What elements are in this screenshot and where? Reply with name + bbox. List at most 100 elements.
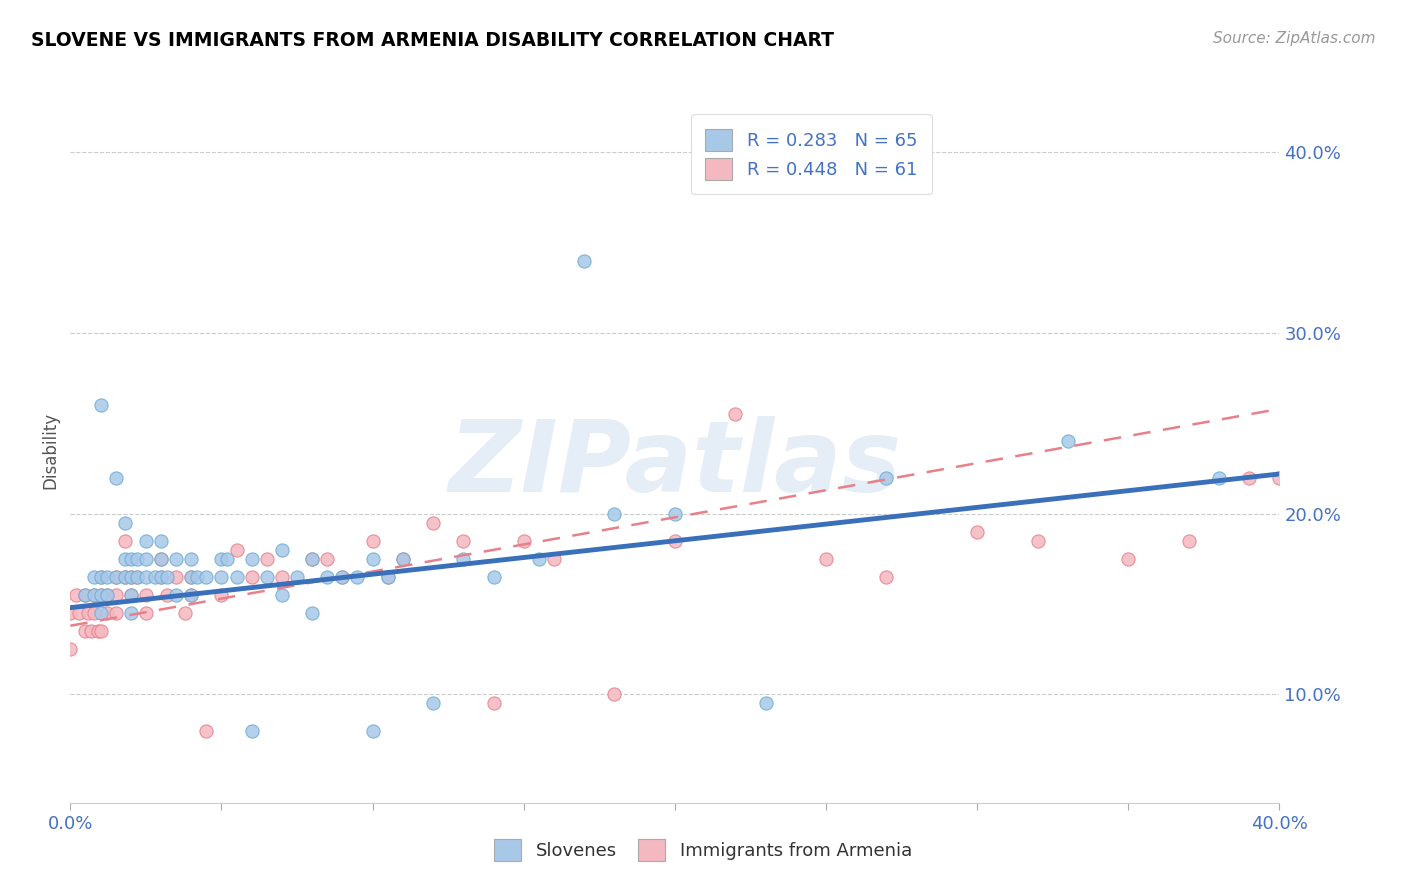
Point bbox=[513, 533, 536, 548]
Legend: Slovenes, Immigrants from Armenia: Slovenes, Immigrants from Armenia bbox=[485, 830, 921, 870]
Point bbox=[65, 588, 87, 602]
Point bbox=[90, 624, 111, 639]
Point bbox=[150, 533, 172, 548]
Point bbox=[135, 588, 157, 602]
Point bbox=[332, 570, 354, 584]
Point bbox=[143, 570, 166, 584]
Point bbox=[165, 570, 187, 584]
Point bbox=[125, 570, 148, 584]
Point bbox=[120, 552, 142, 566]
Point bbox=[240, 723, 263, 738]
Point bbox=[195, 723, 218, 738]
Point bbox=[815, 552, 838, 566]
Point bbox=[120, 588, 142, 602]
Point bbox=[225, 542, 247, 557]
Point bbox=[165, 552, 187, 566]
Point bbox=[332, 570, 354, 584]
Point bbox=[527, 552, 550, 566]
Point bbox=[301, 552, 323, 566]
Y-axis label: Disability: Disability bbox=[41, 412, 59, 489]
Point bbox=[150, 570, 172, 584]
Point bbox=[1239, 470, 1261, 484]
Point bbox=[59, 606, 82, 620]
Point bbox=[120, 588, 142, 602]
Point bbox=[59, 642, 82, 657]
Point bbox=[150, 552, 172, 566]
Point bbox=[240, 570, 263, 584]
Point bbox=[603, 507, 626, 521]
Point bbox=[83, 606, 105, 620]
Point bbox=[361, 533, 384, 548]
Point bbox=[240, 552, 263, 566]
Point bbox=[180, 552, 202, 566]
Point bbox=[270, 588, 294, 602]
Point bbox=[186, 570, 208, 584]
Point bbox=[135, 606, 157, 620]
Point bbox=[316, 570, 339, 584]
Point bbox=[391, 552, 415, 566]
Point bbox=[135, 570, 157, 584]
Point bbox=[1178, 533, 1201, 548]
Point bbox=[217, 552, 239, 566]
Point bbox=[422, 697, 444, 711]
Point bbox=[361, 723, 384, 738]
Point bbox=[120, 570, 142, 584]
Point bbox=[80, 624, 103, 639]
Point bbox=[180, 588, 202, 602]
Point bbox=[482, 697, 505, 711]
Point bbox=[754, 697, 776, 711]
Point bbox=[180, 570, 202, 584]
Point bbox=[1026, 533, 1049, 548]
Point bbox=[67, 606, 90, 620]
Point bbox=[96, 588, 118, 602]
Point bbox=[195, 570, 218, 584]
Point bbox=[270, 570, 294, 584]
Point bbox=[120, 606, 142, 620]
Point bbox=[150, 552, 172, 566]
Point bbox=[453, 552, 475, 566]
Point bbox=[83, 588, 105, 602]
Point bbox=[104, 570, 127, 584]
Point bbox=[125, 552, 148, 566]
Point bbox=[120, 570, 142, 584]
Point bbox=[377, 570, 399, 584]
Point bbox=[75, 588, 97, 602]
Point bbox=[165, 588, 187, 602]
Point bbox=[90, 588, 111, 602]
Point bbox=[114, 570, 136, 584]
Point bbox=[361, 552, 384, 566]
Point bbox=[1116, 552, 1139, 566]
Point bbox=[875, 570, 898, 584]
Point bbox=[346, 570, 368, 584]
Point bbox=[724, 407, 747, 421]
Point bbox=[156, 588, 179, 602]
Point bbox=[603, 687, 626, 701]
Point bbox=[225, 570, 247, 584]
Point bbox=[664, 507, 686, 521]
Point bbox=[90, 398, 111, 412]
Point bbox=[75, 624, 97, 639]
Point bbox=[90, 606, 111, 620]
Point bbox=[316, 552, 339, 566]
Point bbox=[150, 570, 172, 584]
Text: ZIPatlas: ZIPatlas bbox=[449, 416, 901, 513]
Point bbox=[114, 533, 136, 548]
Point bbox=[96, 570, 118, 584]
Point bbox=[114, 516, 136, 530]
Point bbox=[104, 588, 127, 602]
Point bbox=[96, 606, 118, 620]
Point bbox=[391, 552, 415, 566]
Point bbox=[90, 570, 111, 584]
Point bbox=[96, 588, 118, 602]
Point bbox=[104, 606, 127, 620]
Point bbox=[104, 470, 127, 484]
Point bbox=[574, 253, 596, 268]
Point bbox=[543, 552, 565, 566]
Point bbox=[83, 588, 105, 602]
Point bbox=[180, 570, 202, 584]
Point bbox=[256, 552, 278, 566]
Point bbox=[90, 570, 111, 584]
Point bbox=[270, 542, 294, 557]
Text: Source: ZipAtlas.com: Source: ZipAtlas.com bbox=[1212, 31, 1375, 46]
Point bbox=[174, 606, 197, 620]
